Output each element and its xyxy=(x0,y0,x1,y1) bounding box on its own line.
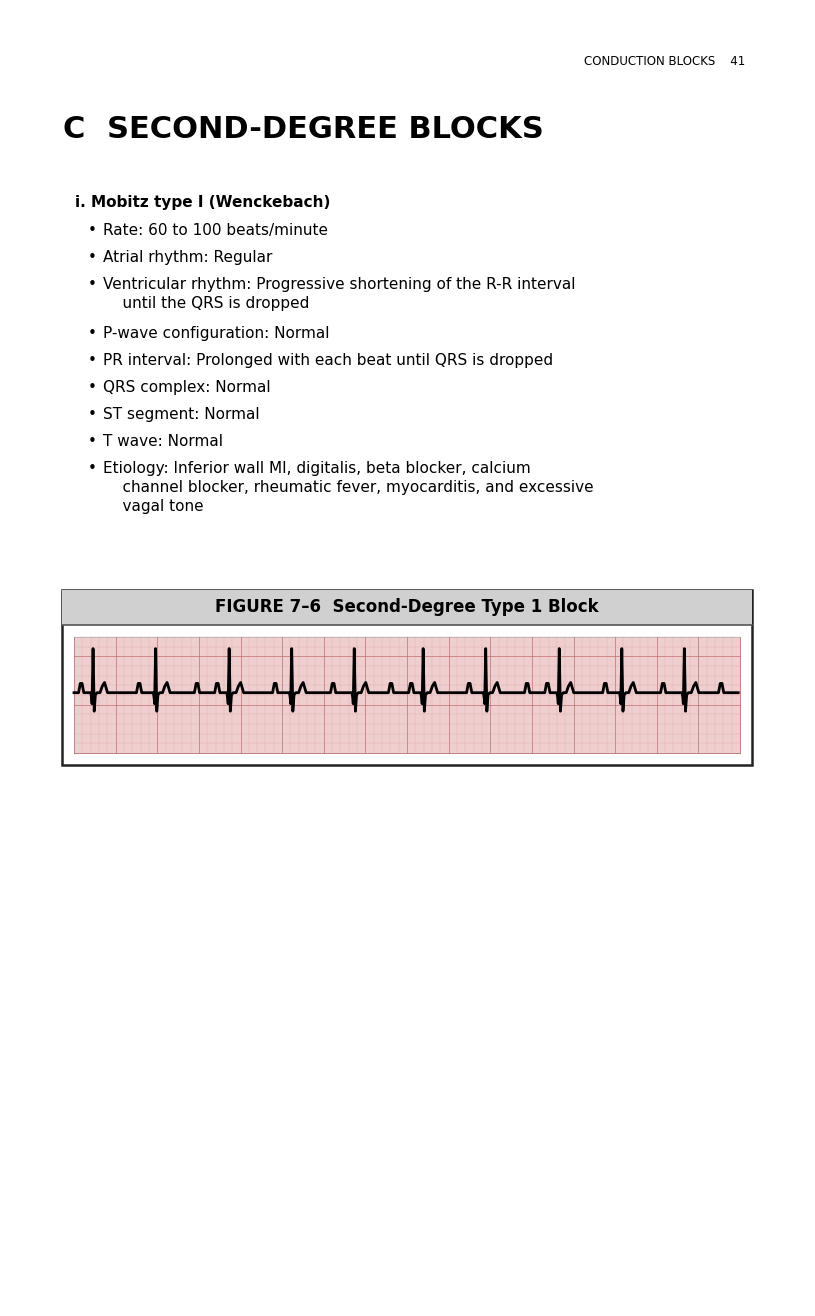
Text: •: • xyxy=(88,434,97,449)
Bar xyxy=(62,590,752,625)
Bar xyxy=(62,590,752,765)
Text: •: • xyxy=(88,461,97,476)
Text: QRS complex: Normal: QRS complex: Normal xyxy=(103,380,271,395)
Text: Etiology: Inferior wall MI, digitalis, beta blocker, calcium
    channel blocker: Etiology: Inferior wall MI, digitalis, b… xyxy=(103,461,593,515)
Text: Ventricular rhythm: Progressive shortening of the R-R interval
    until the QRS: Ventricular rhythm: Progressive shorteni… xyxy=(103,276,575,311)
Text: T wave: Normal: T wave: Normal xyxy=(103,434,223,449)
Bar xyxy=(74,637,740,753)
Text: •: • xyxy=(88,407,97,422)
Text: i. Mobitz type I (Wenckebach): i. Mobitz type I (Wenckebach) xyxy=(75,195,330,211)
Text: •: • xyxy=(88,353,97,368)
Text: •: • xyxy=(88,250,97,265)
Text: PR interval: Prolonged with each beat until QRS is dropped: PR interval: Prolonged with each beat un… xyxy=(103,353,553,368)
Text: Atrial rhythm: Regular: Atrial rhythm: Regular xyxy=(103,250,272,265)
Text: FIGURE 7–6  Second-Degree Type 1 Block: FIGURE 7–6 Second-Degree Type 1 Block xyxy=(215,599,599,616)
Text: •: • xyxy=(88,276,97,292)
Text: Rate: 60 to 100 beats/minute: Rate: 60 to 100 beats/minute xyxy=(103,222,328,238)
Text: SECOND-DEGREE BLOCKS: SECOND-DEGREE BLOCKS xyxy=(107,114,544,143)
Text: CONDUCTION BLOCKS    41: CONDUCTION BLOCKS 41 xyxy=(584,55,745,68)
Text: •: • xyxy=(88,222,97,238)
Text: ST segment: Normal: ST segment: Normal xyxy=(103,407,260,422)
Text: C: C xyxy=(62,114,85,143)
Text: •: • xyxy=(88,380,97,395)
Text: P-wave configuration: Normal: P-wave configuration: Normal xyxy=(103,326,329,341)
Text: •: • xyxy=(88,326,97,341)
